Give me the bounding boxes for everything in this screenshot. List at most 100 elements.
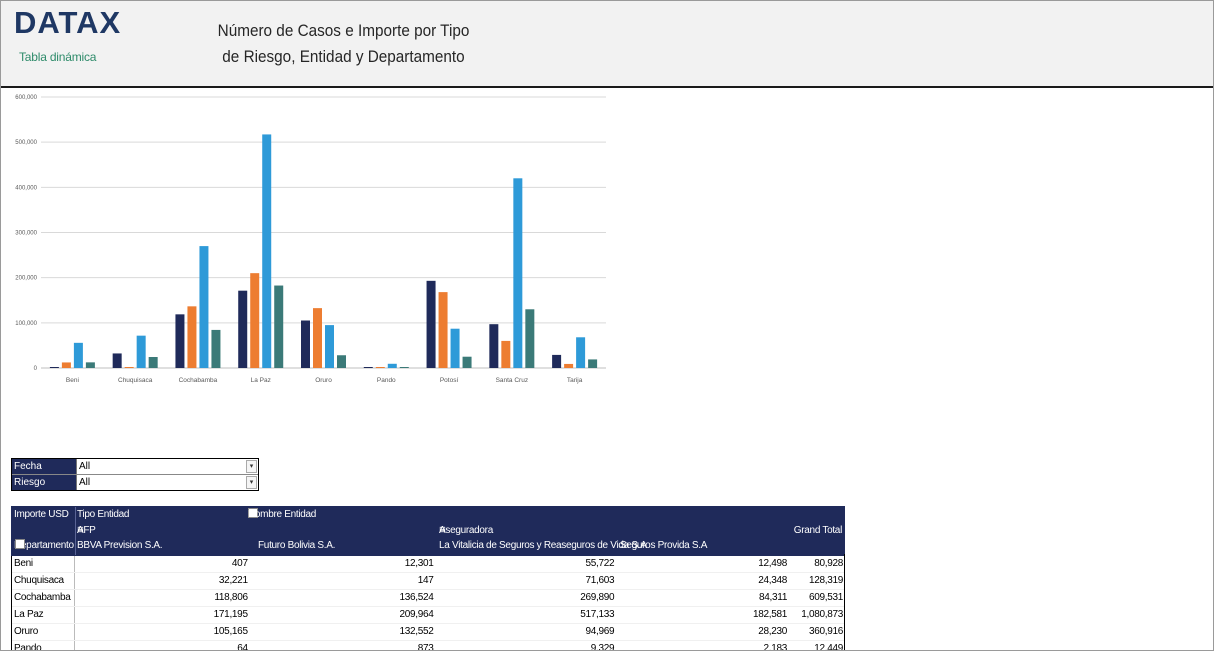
bar-oruro-s2 <box>313 308 322 368</box>
bar-cochabamba-s4 <box>211 329 221 368</box>
filter-riesgo-dropdown[interactable]: All ▾ <box>76 475 258 490</box>
bar-beni-s4 <box>85 362 95 368</box>
filter-dropdown-icon[interactable] <box>248 508 258 518</box>
bar-cochabamba-s1 <box>175 314 185 368</box>
table-cell: 407 <box>231 558 248 569</box>
table-cell: 136,524 <box>399 592 434 603</box>
table-row: Chuquisaca 32,221 147 71,603 24,348 128,319 <box>12 573 845 590</box>
bar-la-paz-s1 <box>238 290 248 368</box>
table-row: Oruro 105,165 132,552 94,969 28,230 360,916 <box>12 624 845 641</box>
collapse-icon[interactable]: ⊟ <box>439 525 446 534</box>
header: DATAX Tabla dinámica Número de Casos e I… <box>1 1 1213 88</box>
grand-total-header: Grand Total <box>793 525 843 536</box>
subtitle: Tabla dinámica <box>19 50 97 64</box>
table-row: La Paz 171,195 209,964 517,133 182,581 1,080,… <box>12 607 845 624</box>
pivot-corner: Importe USD <box>14 509 69 520</box>
dropdown-arrow-icon[interactable]: ▾ <box>246 476 257 489</box>
bar-pando-s1 <box>363 367 373 368</box>
filter-dropdown-icon[interactable] <box>15 539 25 549</box>
row-label-departamento[interactable]: Pando <box>12 641 75 650</box>
title-line-1: Número de Casos e Importe por Tipo <box>217 21 470 40</box>
table-cell: 269,890 <box>580 592 615 603</box>
col-header-provida: Seguros Provida S.A <box>620 540 708 551</box>
bar-oruro-s3 <box>325 325 334 368</box>
bar-cochabamba-s2 <box>187 306 197 368</box>
x-tick-label: Cochabamba <box>179 377 218 384</box>
row-label-departamento[interactable]: Cochabamba <box>12 590 75 606</box>
y-tick-label: 300,000 <box>15 231 37 237</box>
title-line-2: de Riesgo, Entidad y Departamento <box>222 47 465 66</box>
bar-pando-s2 <box>375 367 385 368</box>
filter-value: All <box>79 461 91 472</box>
y-tick-label: 0 <box>34 366 38 372</box>
row-label-departamento[interactable]: La Paz <box>12 607 75 623</box>
table-row: Pando 64 873 9,329 2,183 12,449 <box>12 641 845 651</box>
nombre-entidad-label: Nombre Entidad <box>248 509 317 520</box>
table-cell: 182,581 <box>753 609 788 620</box>
dropdown-arrow-icon[interactable]: ▾ <box>246 460 257 473</box>
bar-tarija-s2 <box>564 363 574 368</box>
table-cell: 517,133 <box>580 609 615 620</box>
table-cell: 147 <box>417 575 434 586</box>
bar-chart[interactable]: 0 100,000 200,000 300,000 400,000 500,000 600,… <box>1 87 613 389</box>
y-tick-label: 100,000 <box>15 321 37 327</box>
chart-svg: 0 100,000 200,000 300,000 400,000 500,000 600,… <box>15 95 606 384</box>
table-row: Cochabamba 118,806 136,524 269,890 84,311 609… <box>12 590 845 607</box>
group-afp-label: AFP <box>77 525 96 536</box>
row-label-departamento[interactable]: Beni <box>12 556 75 572</box>
table-cell: 118,806 <box>214 592 248 603</box>
table-cell: 171,195 <box>213 609 248 620</box>
bar-potosí-s3 <box>450 328 460 368</box>
table-cell: 132,552 <box>399 626 434 637</box>
bar-santa-cruz-s4 <box>525 309 535 368</box>
bar-tarija-s1 <box>552 354 562 368</box>
bar-oruro-s1 <box>301 320 310 368</box>
x-tick-label: La Paz <box>251 377 271 384</box>
y-tick-label: 200,000 <box>15 276 37 282</box>
filter-fecha: Fecha All ▾ <box>12 459 258 474</box>
table-cell: 873 <box>417 643 434 651</box>
table-cell: 28,230 <box>758 626 788 637</box>
x-tick-label: Pando <box>377 377 396 384</box>
bar-pando-s4 <box>399 367 409 368</box>
bar-potosí-s4 <box>462 356 472 368</box>
y-tick-label: 600,000 <box>15 95 37 101</box>
bar-la-paz-s3 <box>262 134 272 368</box>
bar-la-paz-s4 <box>274 285 284 368</box>
table-cell: 105,165 <box>213 626 248 637</box>
table-cell: 24,348 <box>758 575 788 586</box>
table-cell: 12,301 <box>404 558 434 569</box>
bar-beni-s1 <box>49 367 59 368</box>
bar-la-paz-s2 <box>250 273 260 368</box>
y-tick-label: 500,000 <box>15 140 37 146</box>
table-row: Beni 407 12,301 55,722 12,498 80,928 <box>12 556 845 573</box>
bar-chuquisaca-s1 <box>112 353 122 368</box>
filter-label: Riesgo <box>12 475 76 490</box>
col-header-vitalicia: La Vitalicia de Seguros y Reaseguros de … <box>439 540 647 551</box>
bar-tarija-s3 <box>576 337 586 368</box>
grand-total-cell: 80,928 <box>814 558 844 569</box>
table-cell: 209,964 <box>399 609 434 620</box>
grand-total-cell: 128,319 <box>808 575 844 586</box>
table-cell: 71,603 <box>585 575 615 586</box>
bar-santa-cruz-s3 <box>513 178 523 368</box>
bar-pando-s3 <box>387 363 397 368</box>
table-cell: 55,722 <box>585 558 615 569</box>
filter-fecha-dropdown[interactable]: All ▾ <box>76 459 258 474</box>
row-label-departamento[interactable]: Oruro <box>12 624 75 640</box>
row-label-departamento[interactable]: Chuquisaca <box>12 573 75 589</box>
table-cell: 9,329 <box>590 643 615 651</box>
bar-beni-s3 <box>73 342 83 368</box>
col-header-futuro: Futuro Bolivia S.A. <box>258 540 336 551</box>
grand-total-cell: 1,080,873 <box>801 609 844 620</box>
table-cell: 2,183 <box>763 643 788 651</box>
x-tick-label: Santa Cruz <box>496 377 529 384</box>
bar-santa-cruz-s2 <box>501 340 511 368</box>
collapse-icon[interactable]: ⊟ <box>77 525 84 534</box>
tipo-entidad-field[interactable]: Tipo Entidad <box>77 509 130 520</box>
group-aseguradora-label: Aseguradora <box>439 525 493 536</box>
bar-potosí-s2 <box>438 292 448 368</box>
table-cell: 64 <box>237 643 248 651</box>
pivot-body: Beni 407 12,301 55,722 12,498 80,928 Chuquisac… <box>11 556 845 651</box>
